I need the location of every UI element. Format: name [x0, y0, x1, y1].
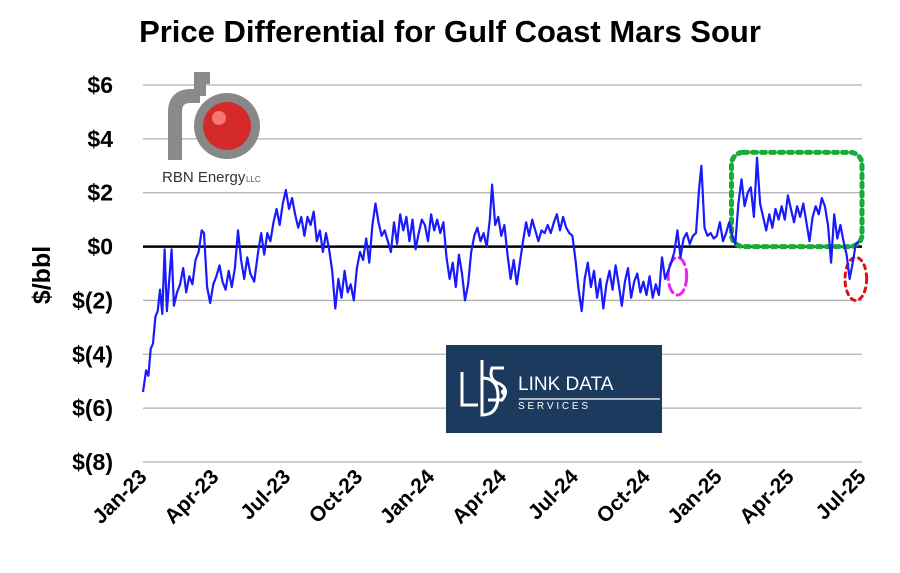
y-tick-labels: $6 $4 $2 $0 $(2) $(4) $(6) $(8)	[72, 72, 113, 475]
x-tick-label: Jul-25	[811, 465, 870, 524]
x-tick-label: Jul-23	[236, 465, 295, 524]
y-tick-label: $(2)	[72, 287, 113, 313]
y-tick-label: $6	[87, 72, 113, 98]
chart-title: Price Differential for Gulf Coast Mars S…	[139, 14, 761, 49]
x-tick-label: Oct-24	[592, 465, 655, 528]
x-tick-label: Jan-24	[376, 465, 440, 529]
annotations	[666, 149, 869, 302]
price-differential-line	[141, 156, 860, 393]
rbn-brand-text: RBN Energy	[162, 169, 246, 186]
rbn-llc-text: LLC	[246, 175, 261, 184]
rbn-energy-logo: RBN Energy LLC	[162, 72, 261, 186]
highlight-ellipse	[666, 255, 689, 297]
y-tick-label: $(6)	[72, 395, 113, 421]
x-tick-label: Oct-23	[305, 465, 367, 527]
highlight-box	[728, 149, 865, 250]
x-tick-label: Apr-25	[735, 465, 799, 529]
x-tick-labels: Jan-23 Apr-23 Jul-23 Oct-23 Jan-24 Apr-24 Jul-…	[88, 465, 871, 529]
y-tick-label: $(8)	[72, 449, 113, 475]
y-tick-label: $(4)	[72, 341, 113, 367]
x-tick-label: Apr-24	[448, 465, 512, 529]
link-data-text: LINK DATA	[518, 374, 614, 395]
services-text: S E R V I C E S	[518, 401, 588, 412]
y-axis-label: $/bbl	[28, 246, 56, 304]
highlight-ellipse	[843, 255, 869, 302]
x-tick-label: Jan-25	[663, 465, 727, 529]
y-tick-label: $0	[87, 234, 113, 260]
lds-mark-icon	[460, 360, 507, 417]
x-tick-label: Jul-24	[524, 465, 583, 524]
y-tick-label: $4	[87, 126, 113, 152]
link-data-services-logo: LINK DATA S E R V I C E S	[446, 345, 662, 433]
y-tick-label: $2	[87, 180, 113, 206]
x-tick-label: Apr-23	[160, 465, 223, 528]
